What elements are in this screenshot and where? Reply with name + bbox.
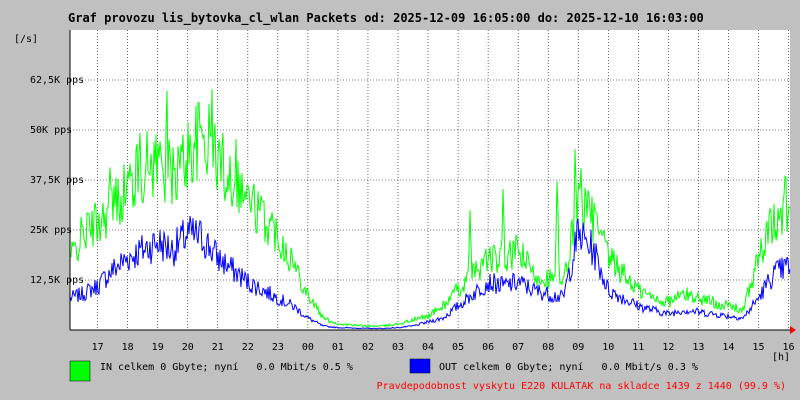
series-out-line <box>69 215 791 330</box>
x-tick-label: 04 <box>422 342 434 353</box>
x-axis-arrow <box>790 326 796 334</box>
series-in-line <box>69 89 791 328</box>
y-tick-label: 37,5K pps <box>30 175 84 186</box>
x-tick-label: 20 <box>182 342 194 353</box>
x-tick-label: 12 <box>662 342 674 353</box>
x-tick-label: 00 <box>302 342 314 353</box>
x-tick-label: 17 <box>92 342 104 353</box>
x-tick-label: 09 <box>572 342 584 353</box>
legend-out-label: OUT celkem 0 Gbyte; nyní 0.0 Mbit/s 0.3 … <box>439 361 698 373</box>
x-tick-label: 06 <box>482 342 494 353</box>
x-tick-label: 16 <box>782 342 794 353</box>
chart-title: Graf provozu lis_bytovka_cl_wlan Packets… <box>68 11 704 26</box>
x-tick-label: 19 <box>152 342 164 353</box>
x-tick-label: 23 <box>272 342 284 353</box>
series-out-path <box>69 215 791 330</box>
y-tick-label: 62,5K pps <box>30 75 84 86</box>
legend-in-label: IN celkem 0 Gbyte; nyní 0.0 Mbit/s 0.5 % <box>100 361 353 373</box>
x-unit-label: [h] <box>772 352 790 363</box>
x-tick-label: 13 <box>692 342 704 353</box>
x-tick-label: 08 <box>542 342 554 353</box>
y-tick-label: 25K pps <box>30 225 72 236</box>
y-unit-label: [/s] <box>14 34 38 45</box>
x-tick-label: 11 <box>632 342 644 353</box>
x-tick-label: 21 <box>212 342 224 353</box>
x-tick-label: 10 <box>602 342 614 353</box>
x-tick-label: 14 <box>722 342 734 353</box>
x-tick-label: 01 <box>332 342 344 353</box>
x-tick-labels: 17 18 19 20 21 22 23 00 01 02 03 04 05 06 07 08 09 10 11 12… <box>92 342 795 353</box>
x-tick-label: 02 <box>362 342 374 353</box>
x-tick-label: 18 <box>122 342 134 353</box>
x-tick-label: 07 <box>512 342 524 353</box>
footnote: Pravdepodobnost vyskytu E220 KULATAK na … <box>377 381 786 392</box>
x-tick-label: 03 <box>392 342 404 353</box>
x-tick-label: 22 <box>242 342 254 353</box>
legend-in-swatch <box>69 360 91 382</box>
legend-out-swatch <box>409 358 431 374</box>
x-tick-label: 05 <box>452 342 464 353</box>
x-tick-label: 15 <box>752 342 764 353</box>
y-tick-label: 50K pps <box>30 125 72 136</box>
y-tick-labels: 12,5K pps 25K pps 37,5K pps 50K pps 62,5K pp… <box>30 75 84 286</box>
series-in-path <box>69 89 791 328</box>
grid <box>70 30 790 330</box>
y-tick-label: 12,5K pps <box>30 275 84 286</box>
